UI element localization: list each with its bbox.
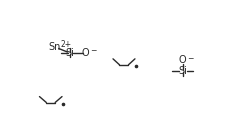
Text: O: O [81,48,89,58]
Text: −: − [186,54,193,63]
Text: −: − [90,46,96,55]
Text: O: O [178,55,186,66]
Text: Sn: Sn [48,42,60,52]
Text: Si: Si [65,48,74,58]
Text: 2+: 2+ [60,40,71,49]
Text: Si: Si [177,66,186,76]
